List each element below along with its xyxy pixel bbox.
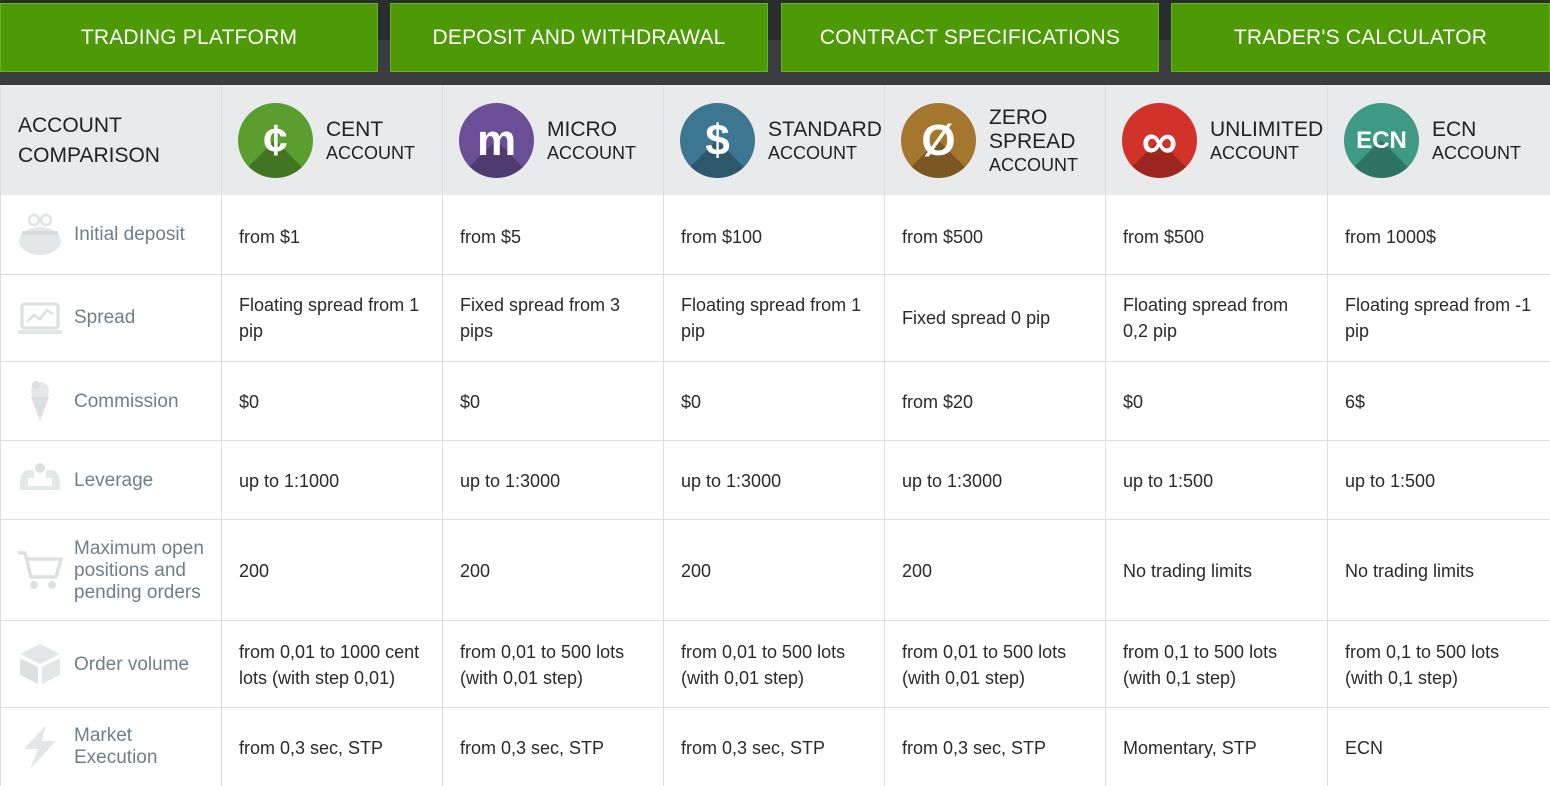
row-label-initial-deposit: Initial deposit [0,195,220,274]
table-cell: Fixed spread 0 pip [902,308,1051,328]
table-cell: from 0,01 to 500 lots (with 0,01 step) [460,642,625,688]
grid-line [1327,85,1328,786]
grid-line [0,620,1550,621]
row-label-market-execution: Market Execution [0,707,220,786]
table-cell: No trading limits [1123,561,1253,581]
account-name: MICRO ACCOUNT [547,118,636,163]
dollar-icon: $ [680,103,755,178]
table-cell: from 1000$ [1345,227,1437,247]
table-cell: ECN [1345,738,1384,758]
account-header-unlimited[interactable]: ∞ UNLIMITED ACCOUNT [1105,85,1327,195]
table-cell: up to 1:1000 [239,471,340,491]
grid-line [0,361,1550,362]
account-comparison-table: ACCOUNT COMPARISON ¢ CENT ACCOUNT m MICR… [0,85,1550,786]
cart-icon [18,551,63,589]
grid-line [221,85,222,786]
ecn-icon: ECN [1344,103,1419,178]
account-name: STANDARD ACCOUNT [768,118,882,163]
account-name: CENT ACCOUNT [326,118,415,163]
grid-line [884,85,885,786]
table-cell: $0 [1123,392,1144,412]
table-title: ACCOUNT COMPARISON [18,111,208,171]
grid-line [663,85,664,786]
account-name: ECN ACCOUNT [1432,118,1521,163]
laptop-chart-icon [18,302,62,334]
grid-line [0,519,1550,520]
table-cell: from $20 [902,392,974,412]
table-cell: from 0,3 sec, STP [460,738,605,758]
table-cell: up to 1:500 [1345,471,1436,491]
account-name: ZERO SPREAD ACCOUNT [989,106,1078,175]
account-header-standard[interactable]: $ STANDARD ACCOUNT [663,85,884,195]
row-label-leverage: Leverage [0,440,220,519]
table-cell: from $500 [902,227,984,247]
muscle-icon [20,463,60,490]
table-cell: 6$ [1345,392,1366,412]
piggy-bank-icon [19,213,61,255]
table-cell: $0 [239,392,260,412]
row-label-spread: Spread [0,274,220,361]
table-cell: up to 1:3000 [681,471,782,491]
table-cell: from 0,3 sec, STP [239,738,384,758]
grid-line [442,85,443,786]
table-cell: up to 1:3000 [460,471,561,491]
table-cell: Fixed spread from 3 pips [460,295,621,341]
table-cell: 200 [902,561,933,581]
box-icon [20,644,60,684]
table-cell: up to 1:500 [1123,471,1214,491]
grid-line [0,440,1550,441]
table-cell: from $1 [239,227,301,247]
tab-traders-calculator[interactable]: TRADER'S CALCULATOR [1171,3,1550,72]
grid-line [0,707,1550,708]
table-title-line2: COMPARISON [18,144,160,167]
table-cell: from 0,3 sec, STP [902,738,1047,758]
table-cell: from 0,01 to 1000 cent lots (with step 0… [239,642,420,688]
grid-line [1105,85,1106,786]
account-header-micro[interactable]: m MICRO ACCOUNT [442,85,663,195]
zero-icon: Ø [901,103,976,178]
table-cell: Momentary, STP [1123,738,1257,758]
account-header-ecn[interactable]: ECN ECN ACCOUNT [1327,85,1550,195]
tab-contract-specifications[interactable]: CONTRACT SPECIFICATIONS [781,3,1159,72]
table-cell: Floating spread from -1 pip [1345,295,1532,341]
account-header-cent[interactable]: ¢ CENT ACCOUNT [221,85,442,195]
row-label-order-volume: Order volume [0,620,220,707]
table-cell: Floating spread from 1 pip [681,295,862,341]
table-cell: from 0,01 to 500 lots (with 0,01 step) [681,642,846,688]
table-cell: 200 [681,561,712,581]
table-cell: 200 [239,561,270,581]
cent-icon: ¢ [238,103,313,178]
table-cell: from 0,1 to 500 lots (with 0,1 step) [1123,642,1278,688]
micro-icon: m [459,103,534,178]
table-cell: from $500 [1123,227,1205,247]
table-cell: from 0,01 to 500 lots (with 0,01 step) [902,642,1067,688]
table-cell: Floating spread from 1 pip [239,295,420,341]
table-cell: $0 [460,392,481,412]
table-cell: Floating spread from 0,2 pip [1123,295,1289,341]
table-cell: 200 [460,561,491,581]
ice-cream-icon [31,381,49,421]
account-name: UNLIMITED ACCOUNT [1210,118,1324,163]
table-cell: $0 [681,392,702,412]
row-label-commission: Commission [0,361,220,440]
table-cell: from $5 [460,227,522,247]
row-label-max-positions: Maximum open positions and pending order… [0,519,220,620]
tab-deposit-withdrawal[interactable]: DEPOSIT AND WITHDRAWAL [390,3,768,72]
table-cell: from 0,1 to 500 lots (with 0,1 step) [1345,642,1500,688]
lightning-icon [24,725,56,769]
grid-line [0,274,1550,275]
table-cell: No trading limits [1345,561,1475,581]
account-header-zero-spread[interactable]: Ø ZERO SPREAD ACCOUNT [884,85,1105,195]
table-cell: from $100 [681,227,763,247]
table-cell: up to 1:3000 [902,471,1003,491]
table-cell: from 0,3 sec, STP [681,738,826,758]
table-title-line1: ACCOUNT [18,114,122,137]
top-nav-bar: TRADING PLATFORM DEPOSIT AND WITHDRAWAL … [0,0,1550,85]
infinity-icon: ∞ [1122,103,1197,178]
tab-trading-platform[interactable]: TRADING PLATFORM [0,3,378,72]
grid-line [0,85,1,786]
